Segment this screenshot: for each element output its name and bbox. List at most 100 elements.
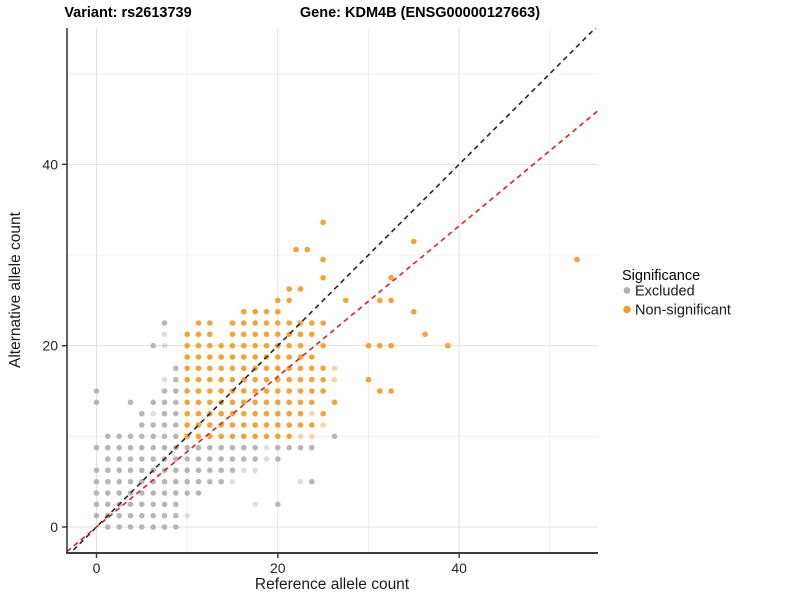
data-point — [195, 456, 202, 462]
data-point — [286, 422, 293, 428]
data-point — [286, 444, 293, 451]
data-point — [252, 410, 258, 417]
data-point — [263, 444, 270, 451]
data-point — [127, 444, 134, 451]
data-point — [241, 399, 247, 406]
data-point — [422, 331, 428, 338]
data-point — [229, 467, 236, 474]
x-tick-label: 0 — [93, 560, 101, 576]
data-point — [275, 410, 281, 417]
data-point — [207, 331, 213, 338]
gridlines — [67, 28, 598, 553]
data-point — [207, 342, 213, 349]
data-point — [275, 297, 281, 304]
data-point — [218, 456, 224, 462]
data-point — [93, 490, 100, 496]
x-tick-label: 20 — [270, 560, 286, 576]
data-point — [377, 388, 383, 394]
data-point — [275, 399, 281, 406]
data-point — [161, 331, 168, 338]
data-point — [161, 342, 168, 349]
data-point — [195, 433, 202, 440]
data-point — [127, 456, 134, 462]
data-point — [241, 422, 247, 428]
data-point — [320, 422, 326, 428]
data-point — [229, 376, 236, 383]
data-point — [161, 524, 168, 530]
data-point — [275, 354, 281, 360]
data-point — [388, 342, 394, 349]
data-point — [195, 342, 202, 349]
data-point — [184, 444, 190, 451]
data-point — [388, 388, 394, 394]
data-point — [105, 444, 111, 451]
data-point — [150, 501, 156, 508]
data-point — [195, 467, 202, 474]
data-point — [320, 256, 326, 263]
x-tick-label: 40 — [451, 560, 467, 576]
data-point — [173, 512, 179, 519]
data-point — [207, 478, 213, 485]
data-point — [263, 320, 270, 326]
data-point — [150, 524, 156, 530]
data-point — [309, 444, 315, 451]
data-point — [184, 388, 190, 394]
data-point — [150, 410, 156, 417]
data-point — [411, 308, 417, 315]
data-point — [252, 399, 258, 406]
data-point — [161, 399, 168, 406]
data-point — [161, 444, 168, 451]
data-point — [207, 320, 213, 326]
data-point — [263, 388, 270, 394]
y-axis-label: Alternative allele count — [7, 211, 24, 368]
data-point — [173, 433, 179, 440]
data-point — [229, 342, 236, 349]
data-point — [105, 490, 111, 496]
data-point — [286, 342, 293, 349]
data-point — [252, 456, 258, 462]
data-point — [184, 399, 190, 406]
data-point — [218, 410, 224, 417]
data-point — [275, 501, 281, 508]
data-point — [331, 365, 338, 372]
data-point — [297, 478, 304, 485]
data-point — [161, 410, 168, 417]
data-point — [173, 376, 179, 383]
data-point — [161, 388, 168, 394]
data-point — [139, 422, 145, 428]
data-point — [331, 433, 338, 440]
y-tick-label: 40 — [42, 156, 58, 172]
expected-ratio-line — [67, 110, 598, 553]
data-point — [139, 512, 145, 519]
legend-label-non-significant: Non-significant — [635, 303, 731, 319]
data-point — [365, 342, 372, 349]
data-point — [116, 524, 122, 530]
data-point — [150, 512, 156, 519]
data-point — [252, 331, 258, 338]
data-point — [229, 422, 236, 428]
data-point — [184, 376, 190, 383]
data-point — [229, 433, 236, 440]
data-point — [263, 365, 270, 372]
data-point — [184, 410, 190, 417]
data-point — [105, 524, 111, 530]
y-tick-label: 0 — [50, 519, 58, 535]
data-point — [263, 410, 270, 417]
data-point — [207, 388, 213, 394]
reference-lines — [67, 28, 598, 553]
data-point — [297, 286, 304, 292]
data-point — [207, 456, 213, 462]
data-point — [263, 456, 270, 462]
series-excluded — [93, 320, 338, 530]
data-point — [218, 365, 224, 372]
data-point — [309, 422, 315, 428]
data-point — [309, 388, 315, 394]
data-point — [320, 388, 326, 394]
data-point — [286, 410, 293, 417]
data-point — [252, 308, 258, 315]
data-point — [286, 433, 293, 440]
data-point — [150, 399, 156, 406]
data-point — [286, 399, 293, 406]
data-point — [93, 399, 100, 406]
data-point — [320, 410, 326, 417]
